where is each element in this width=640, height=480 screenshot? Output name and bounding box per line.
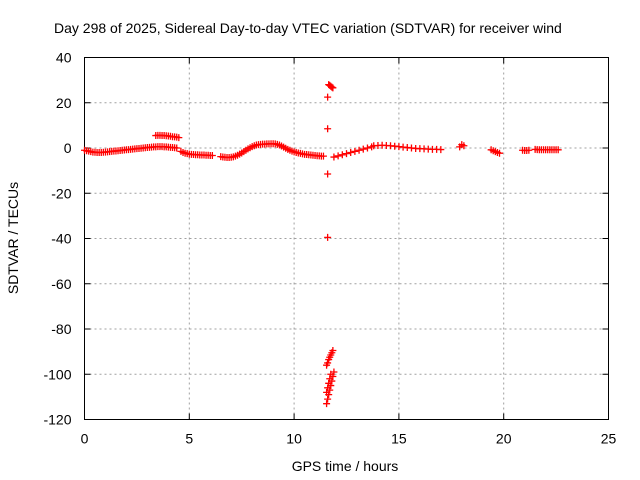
x-tick-label: 15: [391, 431, 407, 447]
data-point: [324, 170, 332, 178]
x-tick-label: 20: [496, 431, 512, 447]
y-tick-label: -120: [43, 412, 71, 428]
plot-frame: [84, 57, 609, 420]
y-tick-label: -80: [51, 321, 71, 337]
data-point: [363, 144, 371, 152]
data-point: [208, 151, 216, 159]
data-point: [329, 346, 337, 354]
grid-lines: [84, 57, 609, 420]
data-point: [325, 379, 333, 387]
data-point: [324, 395, 332, 403]
y-tick-label: -40: [51, 231, 71, 247]
x-axis-title: GPS time / hours: [292, 458, 399, 474]
y-tick-label: -60: [51, 276, 71, 292]
data-point: [324, 359, 332, 367]
data-point: [343, 150, 350, 158]
y-tick-label: -100: [43, 366, 71, 382]
x-tick-label: 10: [286, 431, 302, 447]
data-point: [324, 125, 332, 133]
data-point: [326, 375, 334, 383]
data-point: [324, 233, 332, 241]
data-point: [355, 146, 363, 154]
tick-labels: 0 5 10 15 20 25 -120 -100 -80 -60 -40 -20 0 20 40: [43, 50, 616, 447]
y-axis-title: SDTVAR / TECUs: [5, 182, 21, 294]
y-tick-label: 20: [56, 95, 72, 111]
data-point: [525, 146, 533, 154]
data-point: [324, 384, 332, 392]
data-point: [175, 134, 183, 142]
data-point: [329, 84, 337, 92]
data-point: [437, 146, 445, 154]
data-point: [323, 388, 331, 396]
data-point: [327, 370, 335, 378]
data-point: [323, 400, 331, 408]
data-point: [324, 93, 332, 101]
data-point: [359, 145, 367, 153]
data-point: [554, 146, 562, 154]
data-point: [460, 142, 468, 150]
data-points: [81, 81, 562, 408]
y-tick-label: -20: [51, 185, 71, 201]
data-point: [328, 83, 336, 91]
data-point: [496, 149, 504, 157]
data-point: [347, 149, 355, 157]
y-tick-label: 40: [56, 50, 72, 66]
chart-title: Day 298 of 2025, Sidereal Day-to-day VTE…: [54, 20, 562, 36]
data-point: [319, 152, 327, 160]
x-tick-label: 5: [185, 431, 193, 447]
data-point: [338, 151, 346, 159]
data-point: [351, 147, 359, 155]
x-tick-label: 0: [81, 431, 89, 447]
data-point: [334, 152, 342, 160]
data-point: [173, 144, 181, 152]
x-tick-label: 25: [601, 431, 617, 447]
data-point: [330, 153, 338, 161]
y-tick-label: 0: [64, 140, 72, 156]
